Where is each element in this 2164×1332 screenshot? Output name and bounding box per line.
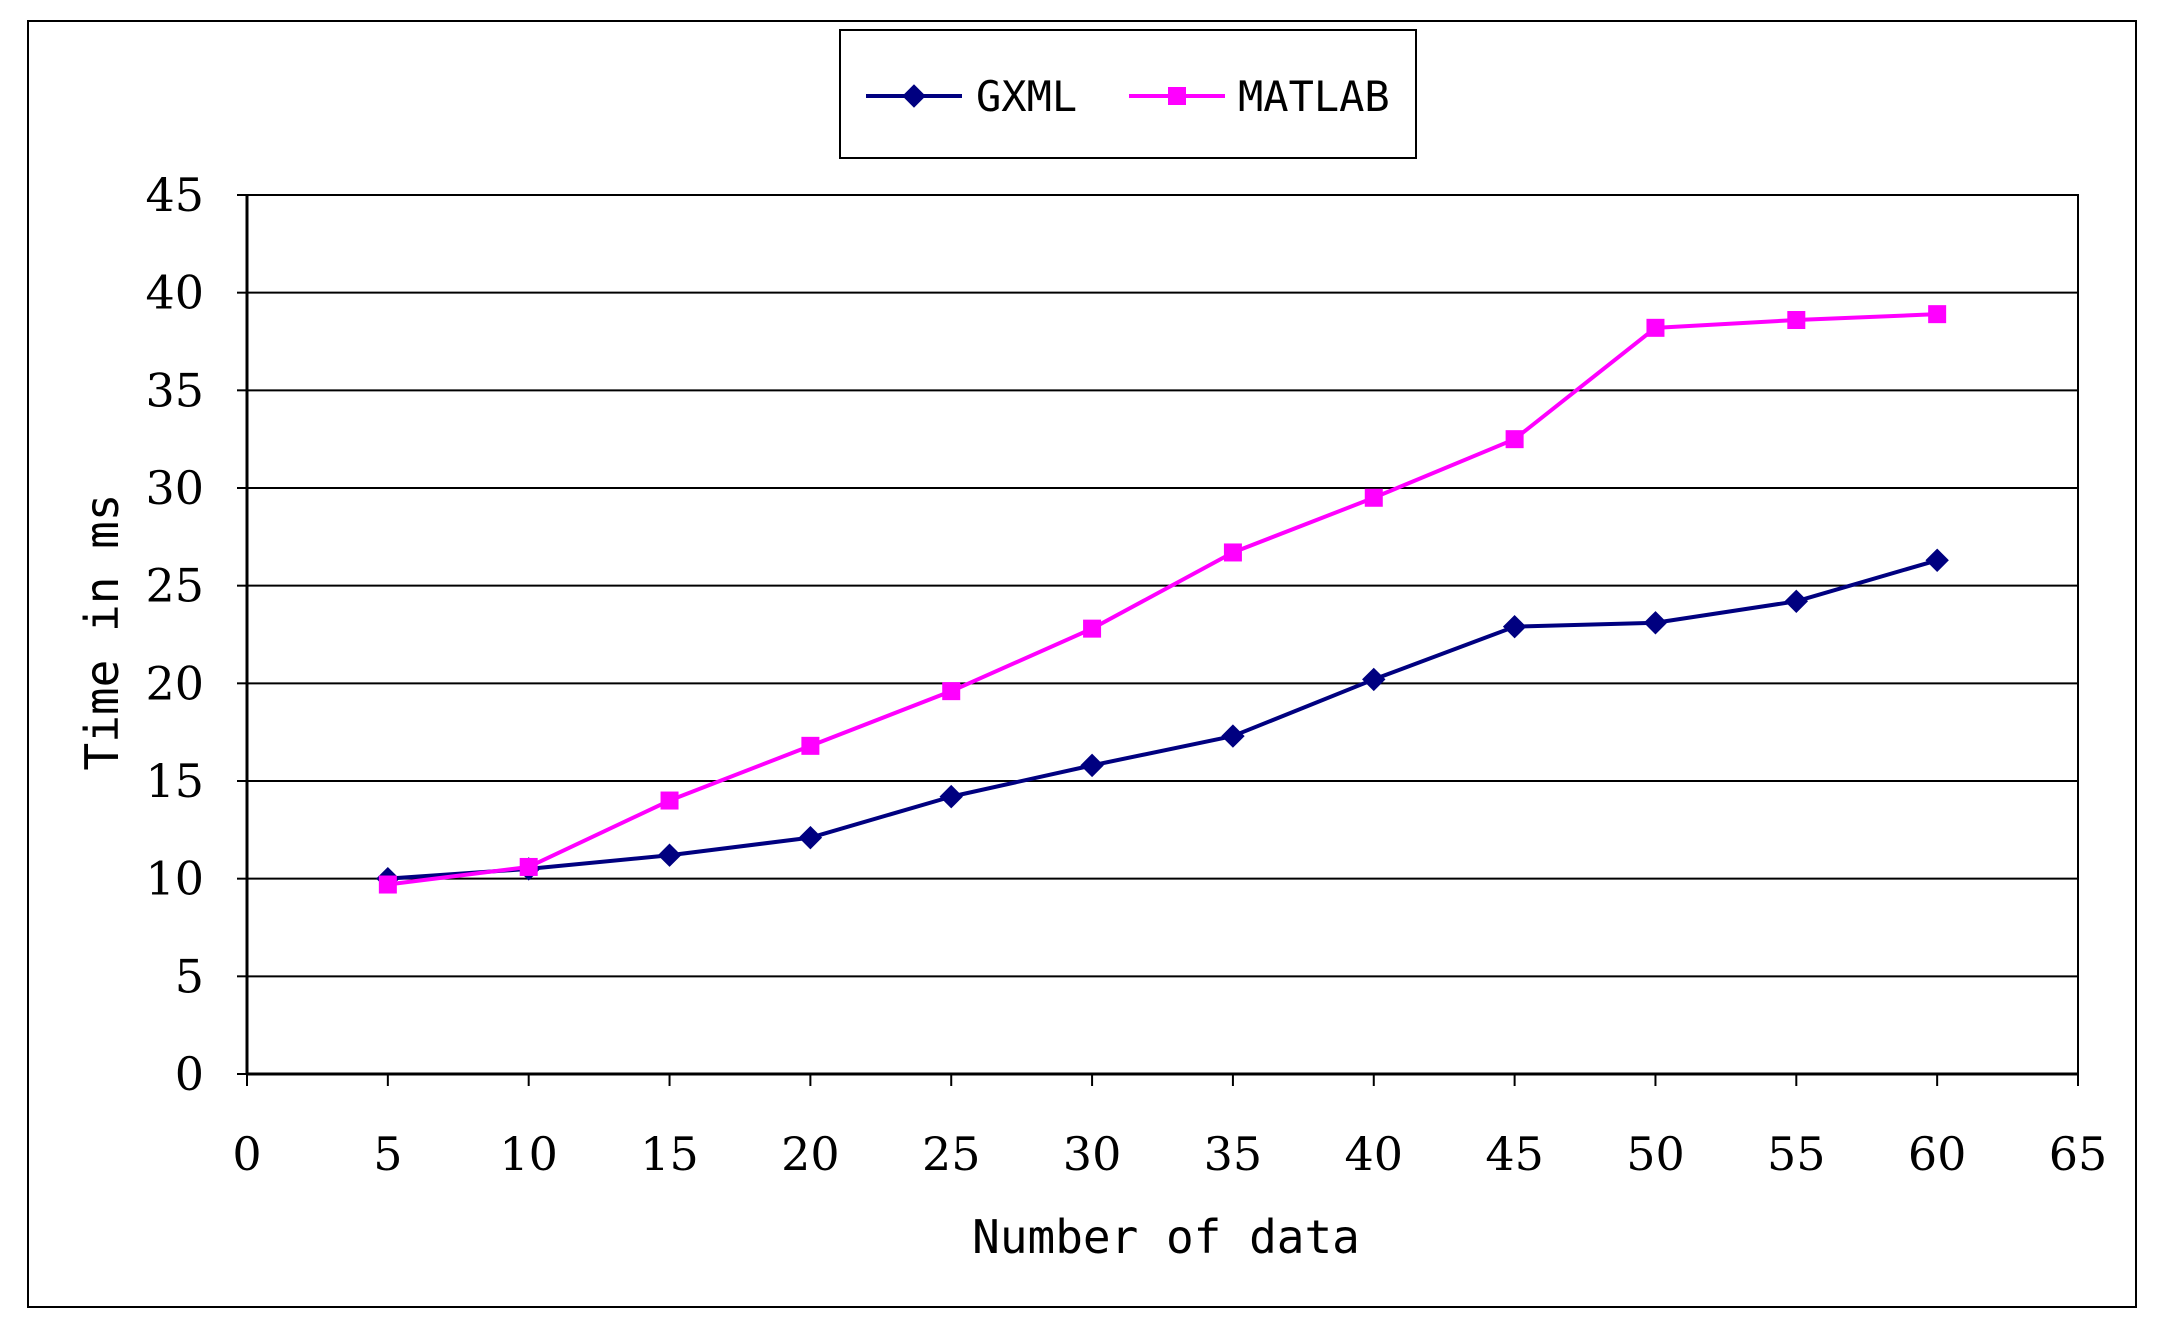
legend-marker-matlab: [1168, 87, 1186, 105]
legend-label-gxml: GXML: [976, 72, 1077, 121]
y-tick-label: 10: [145, 852, 204, 906]
x-tick-label: 55: [1767, 1127, 1826, 1181]
data-point-gxml: [1080, 753, 1104, 778]
y-tick-label: 25: [145, 559, 204, 613]
data-point-matlab: [1083, 619, 1102, 638]
x-tick-label: 40: [1344, 1127, 1403, 1181]
y-tick-label: 40: [145, 266, 204, 320]
x-tick-label: 20: [781, 1127, 840, 1181]
plot-border: [246, 194, 2079, 1075]
legend-marker-gxml: [902, 84, 926, 108]
y-tick-label: 45: [145, 168, 204, 222]
x-axis-ticks: 0 5 10 15 20 25 30 35 40 45 50 55 60 65: [232, 1074, 2107, 1181]
axes: [245, 195, 2078, 1076]
x-tick-label: 15: [640, 1127, 699, 1181]
y-tick-label: 30: [145, 461, 204, 515]
legend-label-matlab: MATLAB: [1238, 72, 1390, 121]
data-point-gxml: [1221, 724, 1245, 748]
y-axis-title: Time in ms: [75, 494, 129, 771]
data-point-matlab: [1928, 305, 1947, 324]
data-point-matlab: [1646, 318, 1665, 337]
data-point-gxml: [939, 784, 963, 809]
x-tick-label: 25: [922, 1127, 981, 1181]
data-point-matlab: [1787, 311, 1806, 330]
series-line-gxml: [387, 558, 1938, 881]
series: [376, 305, 1949, 894]
data-point-matlab: [660, 791, 679, 810]
x-tick-label: 35: [1204, 1127, 1263, 1181]
x-tick-label: 10: [499, 1127, 558, 1181]
data-point-matlab: [1364, 488, 1383, 507]
data-point-matlab: [1505, 430, 1524, 449]
legend-entry-gxml: GXML: [866, 72, 1077, 121]
plot-area: [246, 194, 2079, 1075]
x-tick-label: 30: [1063, 1127, 1122, 1181]
x-tick-label: 50: [1626, 1127, 1685, 1181]
data-point-gxml: [1784, 589, 1809, 614]
legend: GXML MATLAB: [839, 29, 1417, 159]
data-point-gxml: [798, 825, 823, 850]
data-point-gxml: [1925, 548, 1949, 572]
data-point-matlab: [1223, 543, 1242, 562]
y-tick-label: 20: [145, 656, 204, 710]
data-point-matlab: [801, 736, 820, 755]
data-point-matlab: [378, 875, 397, 894]
data-point-matlab: [942, 682, 961, 701]
y-axis-ticks: 0 5 10 15 20 25 30 35 40 45: [145, 168, 247, 1101]
x-tick-label: 60: [1908, 1127, 1967, 1181]
series-matlab: [378, 305, 1947, 894]
y-tick-label: 0: [175, 1047, 204, 1101]
series-line-matlab: [387, 312, 1938, 887]
y-tick-label: 15: [145, 754, 204, 808]
y-tick-label: 5: [175, 949, 204, 1003]
x-tick-label: 45: [1485, 1127, 1544, 1181]
x-axis-title: Number of data: [972, 1210, 1360, 1264]
gridlines: [247, 194, 2078, 978]
data-point-gxml: [1643, 611, 1668, 635]
y-tick-label: 35: [145, 363, 204, 417]
data-point-gxml: [1362, 667, 1386, 692]
x-tick-label: 5: [373, 1127, 402, 1181]
data-point-gxml: [657, 843, 682, 867]
data-point-matlab: [519, 857, 538, 876]
x-tick-label: 65: [2049, 1127, 2108, 1181]
x-tick-label: 0: [232, 1127, 261, 1181]
data-point-gxml: [1502, 614, 1527, 639]
legend-entry-matlab: MATLAB: [1129, 72, 1390, 121]
